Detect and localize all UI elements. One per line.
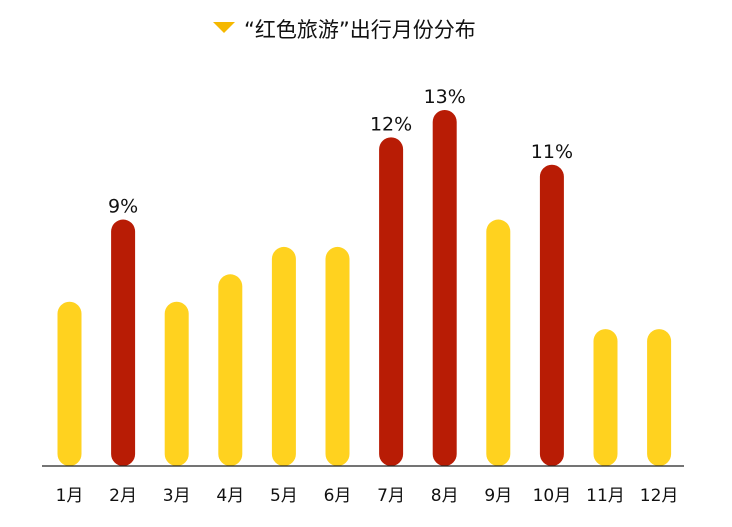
bar-7	[379, 137, 404, 466]
bar-3	[164, 301, 189, 466]
chart-legend: “红色旅游”出行月份分布	[213, 18, 476, 42]
bar-6	[325, 246, 350, 466]
x-tick-label-10: 10月	[533, 486, 572, 506]
x-tick-label-7: 7月	[377, 486, 405, 506]
data-label-7: 12%	[370, 113, 412, 135]
x-axis-tick-labels: 1月 2月 3月 4月 5月 6月 7月 8月 9月 10月 11月 12月	[56, 486, 679, 506]
x-tick-label-1: 1月	[56, 486, 84, 506]
bar-2	[111, 219, 136, 466]
data-labels-layer: 9% 12% 13% 11%	[108, 86, 573, 218]
chart-title: “红色旅游”出行月份分布	[244, 18, 476, 42]
bar-4	[218, 274, 243, 466]
x-tick-label-2: 2月	[109, 486, 137, 506]
bar-11	[593, 329, 618, 466]
bar-9	[486, 219, 511, 466]
x-tick-label-12: 12月	[640, 486, 679, 506]
x-tick-label-5: 5月	[270, 486, 298, 506]
bar-10	[539, 164, 564, 466]
legend-triangle-marker	[213, 22, 235, 33]
bar-1	[57, 301, 82, 466]
x-tick-label-8: 8月	[431, 486, 459, 506]
bar-8	[432, 110, 457, 466]
bar-12	[647, 329, 672, 466]
data-label-2: 9%	[108, 196, 138, 218]
x-tick-label-11: 11月	[586, 486, 625, 506]
data-label-8: 13%	[424, 86, 466, 108]
x-tick-label-4: 4月	[216, 486, 244, 506]
x-tick-label-6: 6月	[324, 486, 352, 506]
x-tick-label-3: 3月	[163, 486, 191, 506]
x-tick-label-9: 9月	[484, 486, 512, 506]
bar-5	[271, 246, 296, 466]
data-label-10: 11%	[531, 141, 573, 163]
bars-layer	[57, 110, 672, 466]
